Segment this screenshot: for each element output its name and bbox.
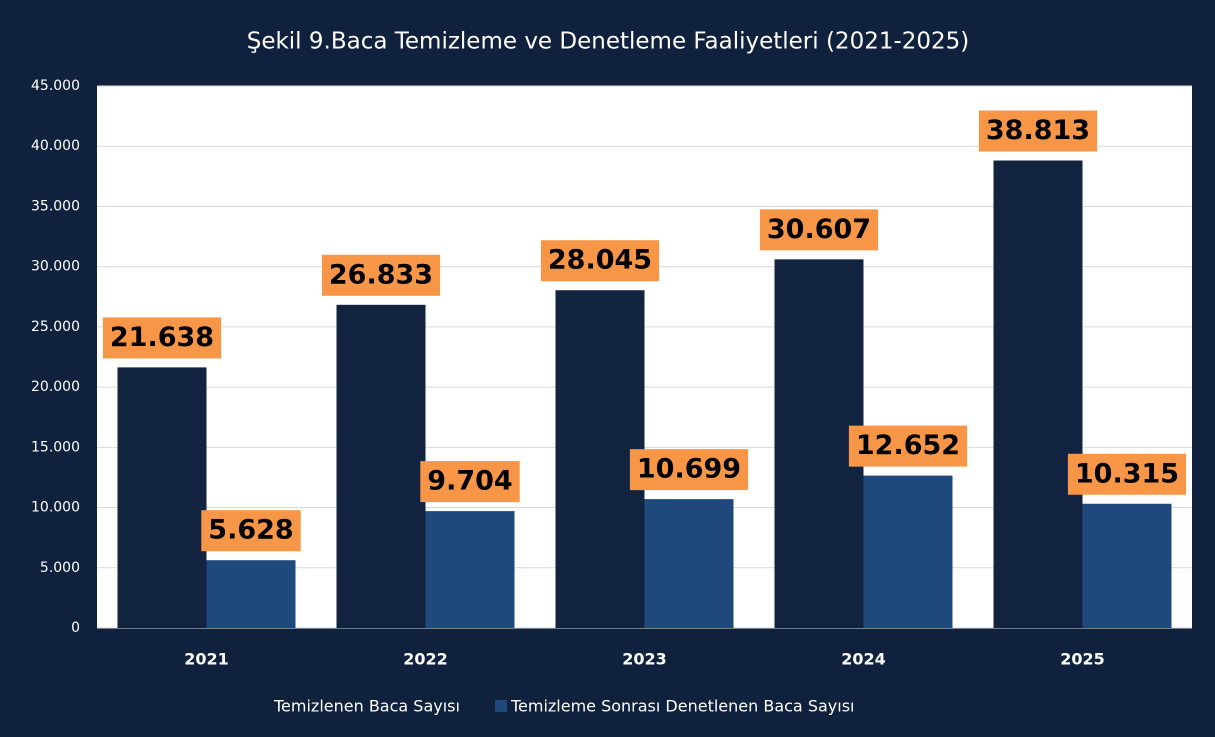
data-label-box	[848, 425, 968, 467]
y-tick-label: 10.000	[31, 500, 80, 516]
x-tick-label: 2021	[184, 650, 229, 669]
data-label-box	[978, 110, 1098, 152]
bar	[993, 160, 1083, 628]
legend-label: Temizleme Sonrası Denetlenen Baca Sayısı	[510, 697, 855, 716]
bar	[1082, 503, 1172, 628]
bar	[117, 367, 207, 628]
y-tick-label: 35.000	[31, 198, 80, 214]
data-label: 12.652	[856, 430, 960, 461]
legend-marker	[494, 700, 507, 712]
bar	[336, 304, 426, 628]
y-tick-label: 0	[71, 620, 80, 636]
data-label-box	[201, 510, 301, 552]
bar	[555, 290, 645, 628]
bar	[425, 511, 515, 628]
bar	[206, 560, 296, 628]
y-tick-label: 30.000	[31, 259, 80, 275]
legend-label: Temizlenen Baca Sayısı	[273, 697, 460, 716]
data-label: 21.638	[110, 322, 214, 353]
data-label: 28.045	[548, 245, 652, 276]
data-label: 26.833	[329, 259, 433, 290]
x-tick-label: 2025	[1060, 650, 1105, 669]
y-tick-label: 40.000	[31, 138, 80, 154]
data-label-box	[759, 209, 879, 251]
data-label-box	[102, 317, 222, 359]
data-label: 10.699	[637, 454, 741, 485]
data-label-box	[321, 254, 441, 296]
data-label-box	[540, 240, 660, 282]
data-label-box	[1067, 453, 1187, 495]
y-tick-label: 25.000	[31, 319, 80, 335]
data-label: 38.813	[986, 115, 1090, 146]
y-tick-label: 45.000	[31, 78, 80, 94]
data-label: 9.704	[427, 466, 512, 497]
legend-marker	[258, 700, 270, 712]
data-label: 10.315	[1075, 458, 1179, 489]
chart-title: Şekil 9.Baca Temizleme ve Denetleme Faal…	[247, 29, 970, 55]
x-tick-label: 2022	[403, 650, 448, 669]
x-tick-label: 2024	[841, 650, 886, 669]
data-label: 5.628	[208, 515, 293, 546]
bar	[644, 499, 734, 628]
y-tick-label: 5.000	[40, 560, 80, 576]
data-label-box	[420, 461, 520, 503]
y-tick-label: 20.000	[31, 379, 80, 395]
data-label-box	[629, 449, 749, 491]
x-tick-label: 2023	[622, 650, 667, 669]
data-label: 30.607	[767, 214, 871, 245]
y-tick-label: 15.000	[31, 439, 80, 455]
bar	[863, 475, 953, 628]
bar	[774, 259, 864, 628]
